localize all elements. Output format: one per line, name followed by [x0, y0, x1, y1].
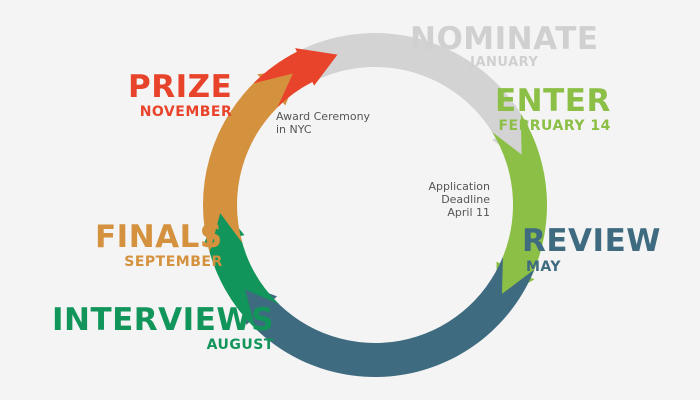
stage-interviews: INTERVIEWS AUGUST: [52, 302, 274, 353]
stage-interviews-title: INTERVIEWS: [52, 302, 274, 338]
deadline-note-line2: Deadline: [441, 193, 490, 206]
stage-review: REVIEW MAY: [522, 223, 661, 275]
stage-review-date: MAY: [526, 259, 562, 275]
nominate-arrow: [289, 32, 529, 163]
stage-prize-date: NOVEMBER: [139, 104, 233, 120]
stage-prize-title: PRIZE: [128, 69, 233, 105]
enter-arrow: [492, 113, 547, 301]
stage-enter-title: ENTER: [495, 83, 611, 119]
award-note-line2: in NYC: [276, 123, 312, 136]
stage-nominate: NOMINATE JANUARY: [410, 21, 599, 70]
stage-finals: FINALS SEPTEMBER: [95, 219, 223, 270]
stage-interviews-date: AUGUST: [206, 337, 274, 353]
stage-nominate-date: JANUARY: [470, 55, 539, 70]
stage-enter: ENTER FEBRUARY 14: [495, 83, 611, 134]
stage-nominate-title: NOMINATE: [410, 21, 599, 57]
stage-review-title: REVIEW: [522, 223, 661, 259]
award-note-line1: Award Ceremony: [276, 110, 371, 123]
award-ceremony-note: Award Ceremony in NYC: [276, 110, 370, 136]
finals-arrow: [203, 69, 300, 253]
application-deadline-note: Application Deadline April 11: [418, 180, 490, 219]
prize-arrow: [253, 48, 338, 108]
stage-finals-date: SEPTEMBER: [124, 254, 223, 270]
review-arrow: [240, 256, 535, 378]
stage-prize: PRIZE NOVEMBER: [128, 69, 233, 120]
stage-enter-date: FEBRUARY 14: [498, 118, 611, 134]
deadline-note-line1: Application: [428, 180, 490, 193]
stage-finals-title: FINALS: [95, 219, 223, 255]
interviews-arrow: [203, 205, 280, 329]
deadline-note-line3: April 11: [447, 206, 490, 219]
